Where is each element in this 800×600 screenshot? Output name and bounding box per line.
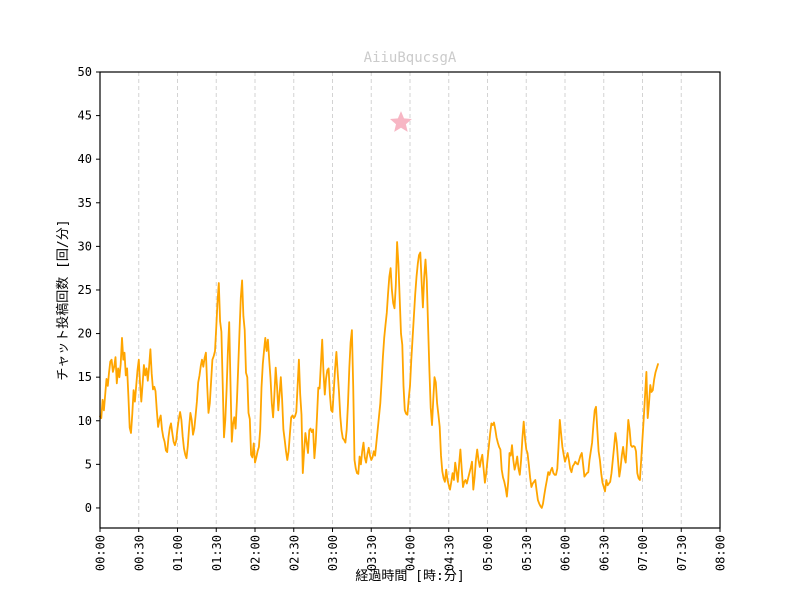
x-tick-label: 02:30 [287, 535, 301, 571]
x-tick-label: 04:00 [404, 535, 418, 571]
x-tick-label: 04:30 [442, 535, 456, 571]
x-tick-label: 03:00 [326, 535, 340, 571]
chart-title: AiiuBqucsgA [364, 50, 457, 66]
y-tick-label: 0 [85, 501, 92, 515]
x-axis-label: 経過時間 [時:分] [355, 569, 464, 584]
x-tick-label: 02:00 [249, 535, 263, 571]
star-marker [390, 111, 412, 132]
y-tick-label: 25 [78, 283, 92, 297]
x-tick-label: 01:30 [210, 535, 224, 571]
x-tick-label: 07:00 [636, 535, 650, 571]
x-tick-label: 00:30 [132, 535, 146, 571]
y-tick-label: 15 [78, 370, 92, 384]
x-tick-label: 05:30 [520, 535, 534, 571]
y-tick-label: 30 [78, 239, 92, 253]
axes-spines [99, 71, 721, 529]
y-tick-label: 35 [78, 196, 92, 210]
x-tick-label: 06:00 [559, 535, 573, 571]
y-tick-label: 10 [78, 414, 92, 428]
y-tick-label: 40 [78, 152, 92, 166]
x-tick-label: 01:00 [171, 535, 185, 571]
x-tick-label: 00:00 [94, 535, 108, 571]
y-tick-label: 50 [78, 65, 92, 79]
x-tick-label: 08:00 [714, 535, 728, 571]
x-tick-label: 05:00 [481, 535, 495, 571]
y-axis-label: チャット投稿回数 [回/分] [55, 219, 71, 380]
y-tick-label: 20 [78, 327, 92, 341]
x-tick-label: 06:30 [597, 535, 611, 571]
y-tick-label: 45 [78, 109, 92, 123]
x-tick-label: 03:30 [365, 535, 379, 571]
x-tick-label: 07:30 [675, 535, 689, 571]
data-line [99, 241, 659, 509]
y-tick-label: 5 [85, 457, 92, 471]
